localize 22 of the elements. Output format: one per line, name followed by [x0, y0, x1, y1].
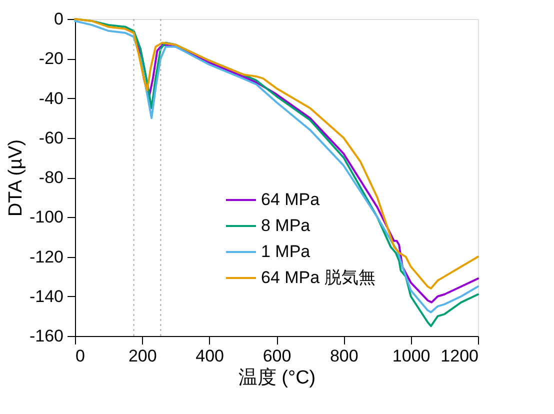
y-tick-label: -140: [29, 286, 64, 306]
y-tick-label: -80: [38, 168, 64, 187]
y-tick-label: -20: [38, 49, 64, 68]
x-tick-label: 1200: [440, 346, 478, 366]
y-tick-label: -60: [38, 128, 64, 148]
legend-label: 8 MPa: [261, 216, 311, 235]
y-tick-label: -100: [29, 208, 64, 227]
x-axis-title: 温度 (°C): [238, 366, 316, 388]
x-tick-label: 1000: [392, 346, 430, 366]
x-tick-label: 600: [262, 346, 292, 366]
y-tick-label: 0: [54, 10, 64, 28]
y-tick-label: -40: [38, 88, 64, 108]
legend-label: 64 MPa: [261, 190, 320, 209]
x-tick-label: 200: [128, 346, 157, 366]
legend-label: 64 MPa 脱気無: [261, 268, 376, 287]
legend-label: 1 MPa: [261, 242, 311, 261]
y-tick-label: -120: [29, 247, 64, 266]
y-tick-label: -160: [29, 326, 64, 346]
x-tick-label: 0: [76, 346, 85, 366]
x-tick-label: 800: [330, 346, 358, 366]
y-axis-title: DTA (µV): [5, 139, 26, 217]
x-tick-label: 400: [196, 346, 224, 366]
